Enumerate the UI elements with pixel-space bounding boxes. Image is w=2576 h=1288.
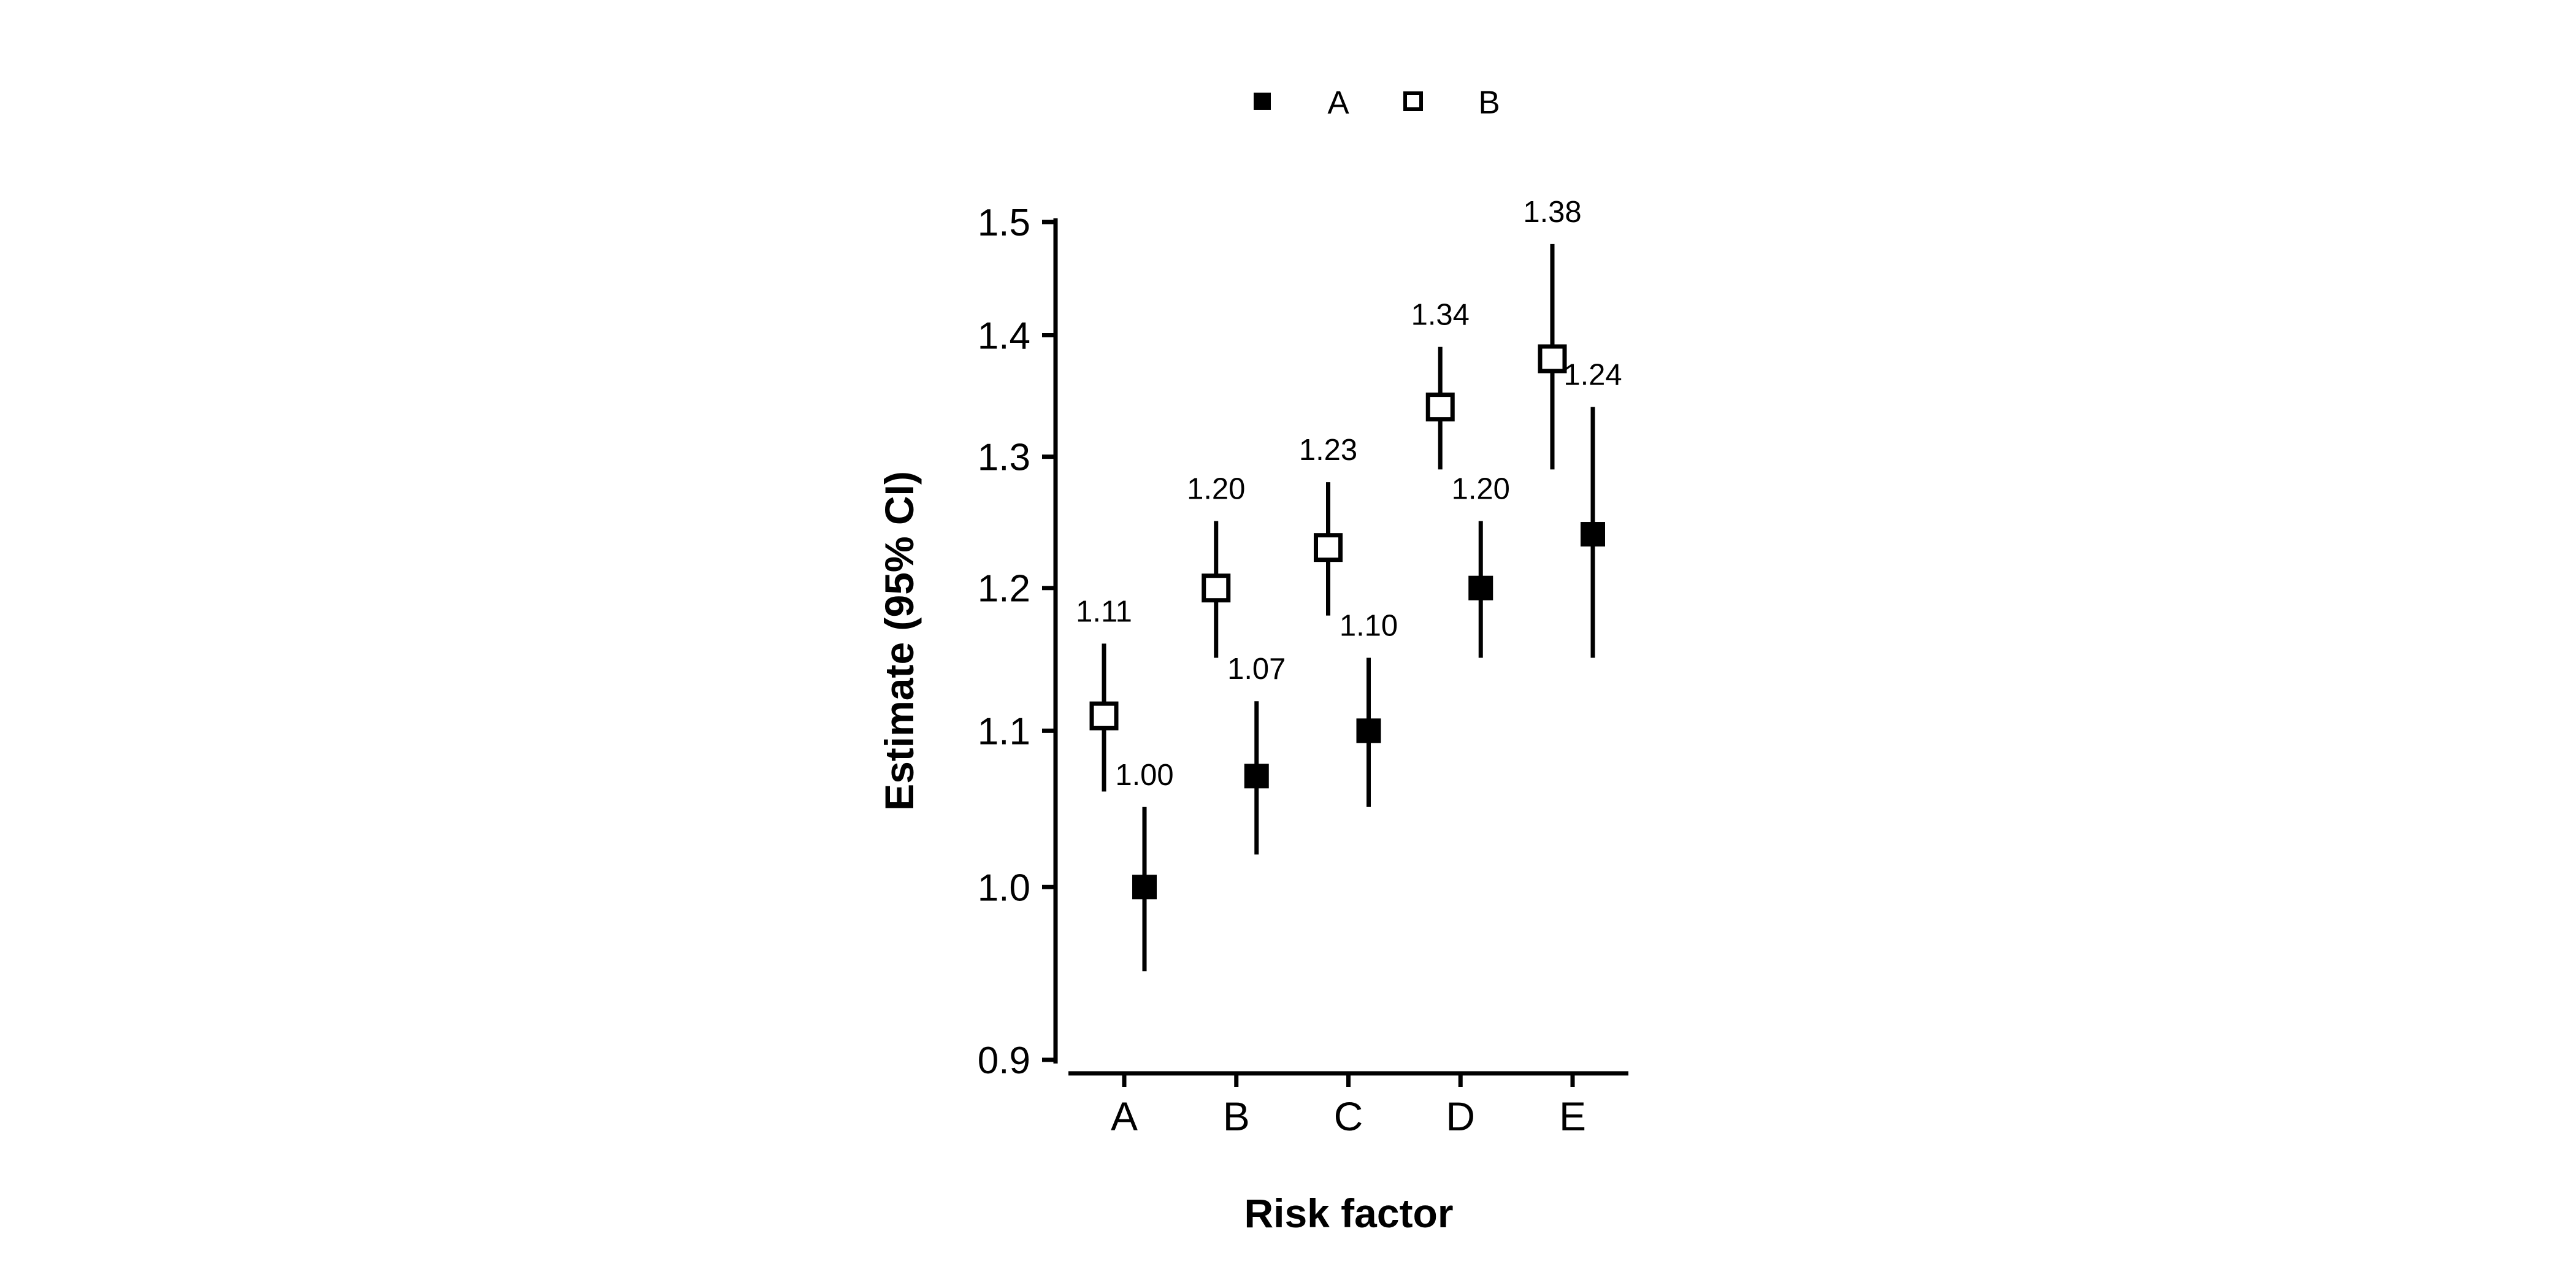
y-tick-label-1.4: 1.4 — [978, 315, 1030, 357]
y-tick-label-0.9: 0.9 — [978, 1040, 1030, 1082]
series-A-point-E-value-label: 1.24 — [1563, 359, 1622, 392]
legend-open-square-icon — [1403, 91, 1423, 111]
series-B-point-A-value-label: 1.11 — [1076, 595, 1132, 628]
series-A-point-C-marker-filled-square — [1356, 718, 1381, 743]
y-tick-label-1.0: 1.0 — [978, 867, 1030, 909]
series-A-point-C-value-label: 1.10 — [1340, 610, 1398, 643]
series-B-point-E-marker-open-square — [1538, 344, 1567, 374]
series-B-point-E-value-label: 1.38 — [1523, 196, 1581, 229]
x-category-label-A: A — [1111, 1094, 1138, 1139]
y-tick-label-1.2: 1.2 — [978, 568, 1030, 610]
legend-label-A: A — [1327, 85, 1349, 121]
series-B-point-A-marker-open-square — [1089, 701, 1119, 730]
x-category-label-B: B — [1223, 1094, 1250, 1139]
series-B-point-C-marker-open-square — [1314, 533, 1343, 562]
x-category-label-D: D — [1446, 1094, 1475, 1139]
series-A-point-B-value-label: 1.07 — [1227, 653, 1286, 686]
series-A-point-A-value-label: 1.00 — [1115, 759, 1173, 792]
y-tick-label-1.5: 1.5 — [978, 202, 1030, 244]
series-B-point-B-marker-open-square — [1202, 573, 1231, 603]
y-axis-title: Estimate (95% CI) — [876, 471, 922, 811]
series-A-point-E-marker-filled-square — [1581, 522, 1605, 547]
series-B-point-D-marker-open-square — [1425, 393, 1455, 422]
x-category-label-C: C — [1334, 1094, 1363, 1139]
series-B-point-B-value-label: 1.20 — [1187, 473, 1245, 506]
legend-filled-square-icon — [1254, 93, 1271, 110]
series-A-point-B-marker-filled-square — [1244, 764, 1269, 789]
y-tick-label-1.1: 1.1 — [978, 710, 1030, 753]
x-category-label-E: E — [1559, 1094, 1586, 1139]
series-B-point-C-value-label: 1.23 — [1299, 434, 1357, 467]
x-axis-title: Risk factor — [1244, 1190, 1454, 1236]
series-B-point-D-value-label: 1.34 — [1411, 299, 1470, 332]
y-tick-label-1.3: 1.3 — [978, 437, 1030, 479]
series-A-point-A-marker-filled-square — [1132, 875, 1157, 900]
series-A-point-D-marker-filled-square — [1468, 575, 1493, 600]
series-A-point-D-value-label: 1.20 — [1452, 473, 1510, 506]
legend-label-B: B — [1478, 85, 1500, 121]
